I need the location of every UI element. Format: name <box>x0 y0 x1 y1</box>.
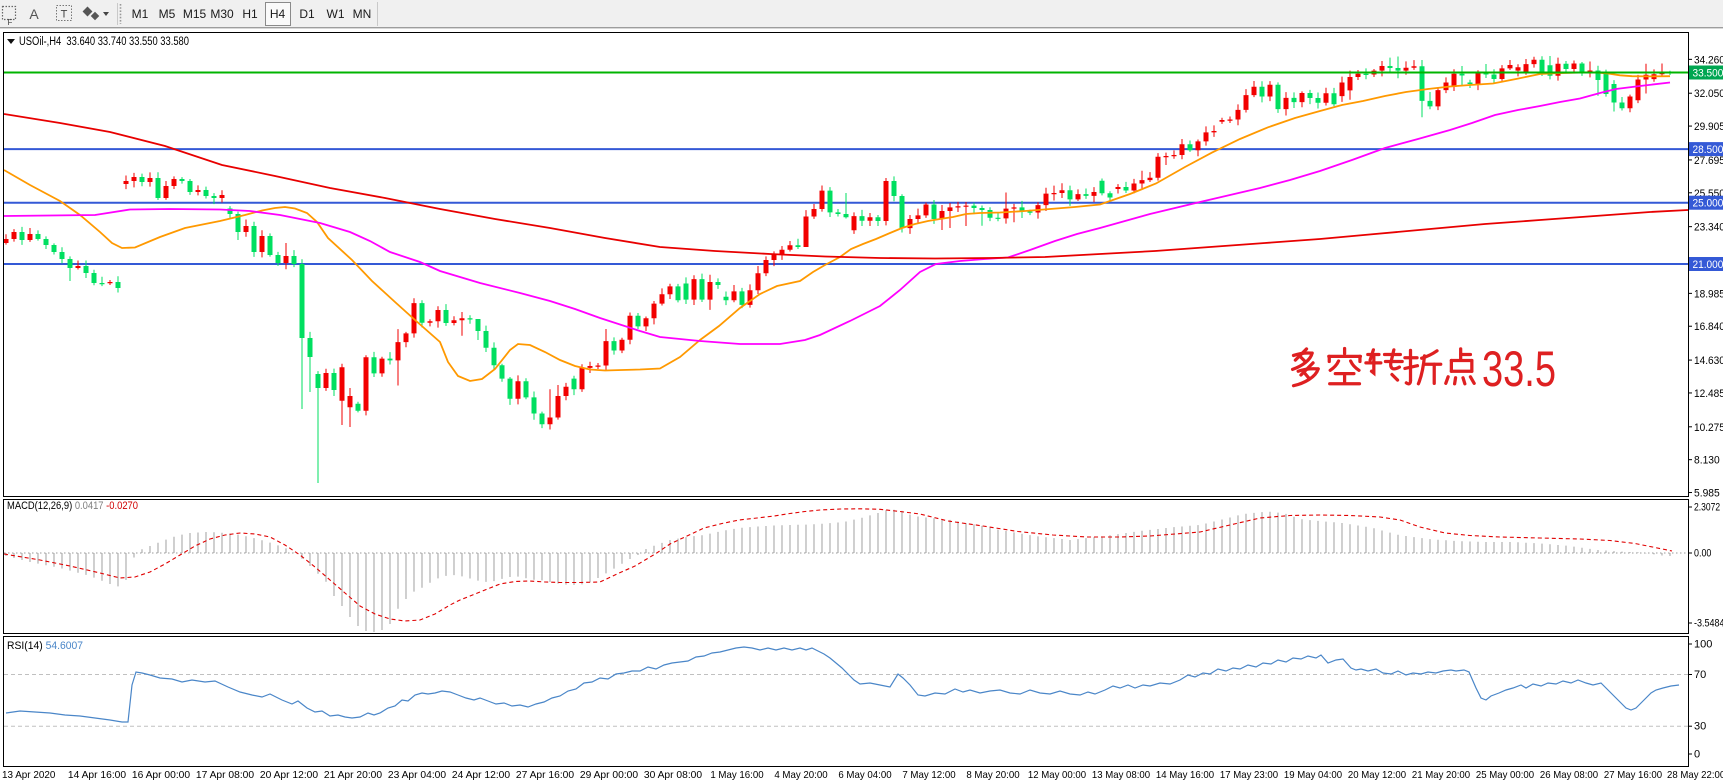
svg-text:33.500: 33.500 <box>1693 68 1723 80</box>
svg-text:RSI(14) 54.6007: RSI(14) 54.6007 <box>7 640 83 652</box>
svg-text:M5: M5 <box>159 7 176 21</box>
svg-text:14 May 16:00: 14 May 16:00 <box>1156 769 1214 781</box>
svg-text:17 Apr 08:00: 17 Apr 08:00 <box>196 769 254 781</box>
svg-text:18.985: 18.985 <box>1694 288 1723 300</box>
svg-text:14.630: 14.630 <box>1694 355 1723 367</box>
svg-text:M1: M1 <box>132 7 149 21</box>
svg-text:1 May 16:00: 1 May 16:00 <box>710 769 763 781</box>
svg-text:8 May 20:00: 8 May 20:00 <box>966 769 1019 781</box>
svg-text:0: 0 <box>1694 749 1700 761</box>
svg-text:W1: W1 <box>327 7 345 21</box>
svg-text:28 May 22:00: 28 May 22:00 <box>1667 769 1723 781</box>
svg-text:14 Apr 16:00: 14 Apr 16:00 <box>68 769 126 781</box>
svg-text:32.050: 32.050 <box>1694 88 1723 100</box>
svg-text:D1: D1 <box>299 7 315 21</box>
svg-text:34.260: 34.260 <box>1694 54 1723 66</box>
svg-text:USOil-,H4 33.640 33.740 33.55: USOil-,H4 33.640 33.740 33.550 33.580 <box>19 36 189 48</box>
svg-text:13 May 08:00: 13 May 08:00 <box>1092 769 1150 781</box>
svg-text:23 Apr 04:00: 23 Apr 04:00 <box>388 769 446 781</box>
svg-text:A: A <box>29 6 39 22</box>
svg-text:MACD(12,26,9) 0.0417 -0.0270: MACD(12,26,9) 0.0417 -0.0270 <box>7 500 138 512</box>
svg-text:T: T <box>61 9 68 21</box>
svg-text:25.000: 25.000 <box>1693 198 1723 210</box>
svg-text:20 May 12:00: 20 May 12:00 <box>1348 769 1406 781</box>
svg-text:21.000: 21.000 <box>1693 259 1723 271</box>
svg-text:10.275: 10.275 <box>1694 422 1723 434</box>
svg-text:H4: H4 <box>270 7 286 21</box>
svg-text:M30: M30 <box>210 7 234 21</box>
svg-text:33.5: 33.5 <box>1482 341 1556 397</box>
svg-text:25 May 00:00: 25 May 00:00 <box>1476 769 1534 781</box>
svg-text:20 Apr 12:00: 20 Apr 12:00 <box>260 769 318 781</box>
svg-text:29 Apr 00:00: 29 Apr 00:00 <box>580 769 638 781</box>
svg-text:17 May 23:00: 17 May 23:00 <box>1220 769 1278 781</box>
svg-text:7 May 12:00: 7 May 12:00 <box>902 769 955 781</box>
svg-text:16.840: 16.840 <box>1694 321 1723 333</box>
svg-text:26 May 08:00: 26 May 08:00 <box>1540 769 1598 781</box>
svg-text:19 May 04:00: 19 May 04:00 <box>1284 769 1342 781</box>
svg-text:24 Apr 12:00: 24 Apr 12:00 <box>452 769 510 781</box>
svg-text:-3.5484: -3.5484 <box>1694 618 1723 630</box>
svg-text:27.695: 27.695 <box>1694 155 1723 167</box>
svg-text:4 May 20:00: 4 May 20:00 <box>774 769 827 781</box>
svg-text:H1: H1 <box>242 7 258 21</box>
svg-text:5.985: 5.985 <box>1694 488 1720 500</box>
svg-text:M15: M15 <box>183 7 207 21</box>
svg-text:12.485: 12.485 <box>1694 388 1723 400</box>
svg-text:21 May 20:00: 21 May 20:00 <box>1412 769 1470 781</box>
svg-text:12 May 00:00: 12 May 00:00 <box>1028 769 1086 781</box>
svg-text:28.500: 28.500 <box>1693 144 1723 156</box>
svg-text:MN: MN <box>353 7 372 21</box>
svg-text:16 Apr 00:00: 16 Apr 00:00 <box>132 769 190 781</box>
svg-text:27 Apr 16:00: 27 Apr 16:00 <box>516 769 574 781</box>
svg-text:27 May 16:00: 27 May 16:00 <box>1604 769 1662 781</box>
svg-text:13 Apr 2020: 13 Apr 2020 <box>2 769 55 781</box>
svg-text:21 Apr 20:00: 21 Apr 20:00 <box>324 769 382 781</box>
svg-text:0.00: 0.00 <box>1694 548 1711 560</box>
svg-text:100: 100 <box>1694 639 1712 651</box>
svg-text:F: F <box>8 18 13 27</box>
svg-text:70: 70 <box>1694 669 1706 681</box>
svg-text:6 May 04:00: 6 May 04:00 <box>838 769 891 781</box>
svg-text:30 Apr 08:00: 30 Apr 08:00 <box>644 769 702 781</box>
svg-text:30: 30 <box>1694 721 1706 733</box>
svg-text:29.905: 29.905 <box>1694 121 1723 133</box>
svg-text:23.340: 23.340 <box>1694 222 1723 234</box>
svg-text:8.130: 8.130 <box>1694 455 1720 467</box>
svg-text:2.3072: 2.3072 <box>1694 502 1720 514</box>
